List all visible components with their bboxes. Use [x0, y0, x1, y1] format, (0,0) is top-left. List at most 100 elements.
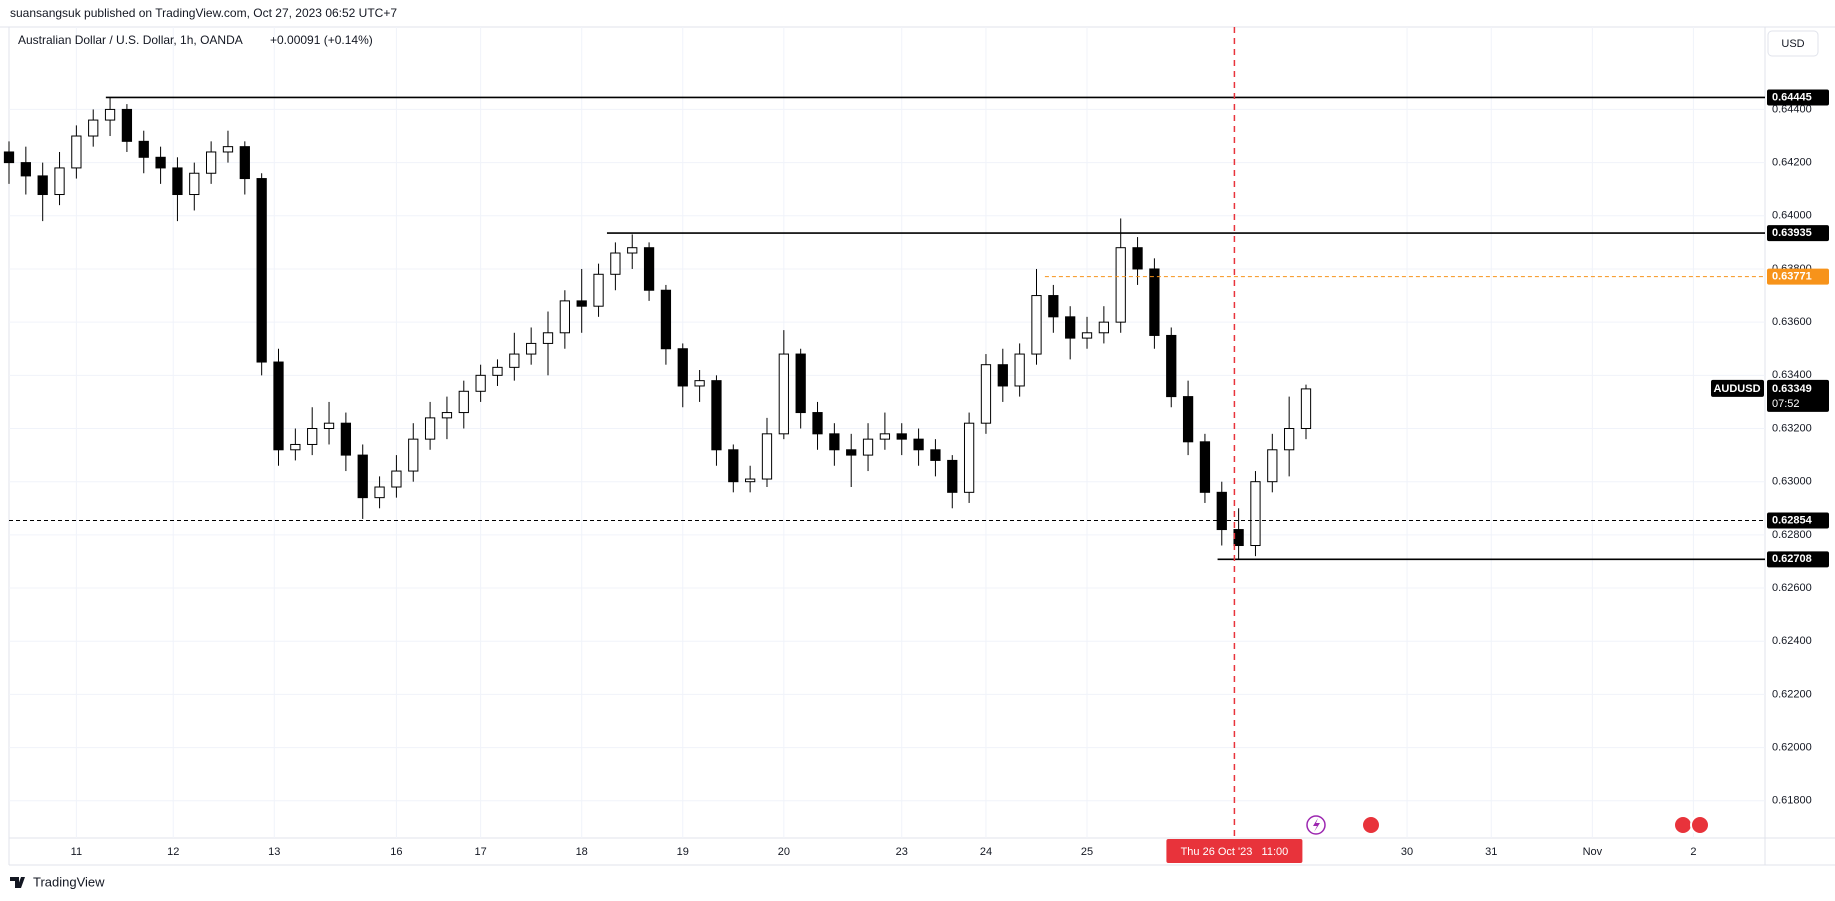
candle-body [1199, 441, 1211, 493]
plot [3, 97, 1312, 560]
candle-body [1233, 529, 1244, 547]
y-tick-label: 0.63000 [1772, 476, 1812, 488]
y-tick-label: 0.64400 [1772, 103, 1812, 115]
last-price-label: 0.63349 [1772, 383, 1812, 395]
candle-body [424, 417, 436, 440]
us-event-icon[interactable] [1690, 815, 1710, 835]
candle-body [778, 353, 789, 435]
candle-body [172, 167, 183, 196]
candle-body [340, 422, 352, 456]
candle-body [997, 364, 1008, 387]
candle-body [20, 162, 31, 177]
candle-body [610, 252, 621, 275]
level-price-label: 0.62854 [1772, 514, 1813, 526]
crosshair-time-box [1166, 839, 1303, 863]
candle-body [1267, 449, 1278, 483]
x-tick-label: 11 [71, 846, 82, 858]
x-tick-label: Nov [1583, 846, 1603, 858]
candle-body [1014, 353, 1025, 387]
level-price-label: 0.63771 [1772, 271, 1812, 283]
y-tick-label: 0.64200 [1772, 157, 1812, 169]
us-event-icon[interactable] [1673, 815, 1693, 835]
y-tick-label: 0.62400 [1772, 635, 1812, 647]
candle-body [812, 412, 823, 435]
candle-body [323, 422, 335, 430]
candle-body [1149, 268, 1160, 336]
currency-button[interactable] [1767, 30, 1819, 57]
candle-body [761, 433, 773, 480]
candle-body [980, 364, 992, 424]
candle-body [745, 478, 756, 483]
level-price-box [1767, 551, 1829, 568]
x-tick-label: 17 [475, 846, 487, 858]
candle-body [576, 300, 587, 307]
candle-body [643, 247, 655, 291]
y-tick-label: 0.62800 [1772, 529, 1812, 541]
candle-body [963, 422, 975, 493]
candle-body [542, 332, 554, 344]
candle-body [879, 433, 891, 440]
candle-body [862, 438, 874, 456]
candle-body [1166, 334, 1177, 398]
candle-body [1284, 428, 1295, 451]
candle-body [3, 151, 15, 164]
candle-body [677, 348, 688, 387]
level-price-label: 0.63935 [1772, 227, 1812, 239]
candle-body [846, 449, 857, 456]
x-tick-label: 20 [778, 846, 790, 858]
candle-body [1300, 388, 1312, 430]
candle-body [239, 146, 250, 180]
level-price-box [1767, 89, 1829, 106]
x-tick-label: 30 [1401, 846, 1413, 858]
y-tick-label: 0.63200 [1772, 422, 1812, 434]
us-event-icon[interactable] [1361, 815, 1381, 835]
level-price-box [1767, 268, 1829, 285]
x-tick-label: 18 [576, 846, 588, 858]
candle-body [441, 412, 453, 419]
candle-body [930, 449, 941, 461]
y-tick-label: 0.62000 [1772, 741, 1812, 753]
candle-body [509, 353, 520, 368]
x-tick-label: 31 [1485, 846, 1497, 858]
y-tick-label: 0.63600 [1772, 316, 1812, 328]
candle-body [408, 438, 419, 472]
candle-body [458, 390, 469, 414]
overlay: 0.64445 0.63935 0.63771 0.62854 0.62708 AUDUS… [9, 27, 1829, 863]
candle-body [1081, 332, 1093, 339]
candle-body [593, 273, 604, 307]
brand: TradingView [33, 874, 105, 889]
currency-label[interactable]: USD [1781, 38, 1804, 50]
last-price-box [1767, 379, 1829, 412]
symbol-box [1711, 379, 1764, 397]
candle-body [559, 300, 570, 334]
candle-body [374, 486, 385, 499]
level-price-box [1767, 512, 1829, 529]
candle-body [155, 156, 166, 169]
candle-body [357, 454, 368, 499]
candle-body [121, 108, 133, 142]
candle-body [189, 172, 200, 196]
candle-body [913, 438, 924, 451]
symbol-label: AUDUSD [1713, 383, 1760, 395]
candle-body [492, 366, 503, 376]
candle-body [947, 459, 958, 493]
candle-body [54, 167, 65, 196]
candle-body [475, 374, 486, 392]
crosshair-time-label: Thu 26 Oct '23 11:00 [1181, 846, 1289, 858]
candle-body [694, 380, 705, 387]
publisher-note: suansangsuk published on TradingView.com… [10, 6, 397, 20]
level-price-label: 0.62708 [1772, 553, 1812, 565]
candle-body [829, 433, 840, 451]
candle-body [1216, 491, 1227, 531]
y-tick-label: 0.62600 [1772, 582, 1812, 594]
y-tick-label: 0.61800 [1772, 795, 1812, 807]
x-tick-label: 19 [677, 846, 689, 858]
candle-body [71, 135, 82, 169]
x-tick-label: 2 [1690, 846, 1696, 858]
x-tick-label: 24 [980, 846, 992, 858]
candle-body [104, 108, 116, 121]
candle-body [1250, 481, 1261, 547]
tradingview-logo [10, 877, 25, 888]
countdown-label: 07:52 [1772, 398, 1800, 410]
